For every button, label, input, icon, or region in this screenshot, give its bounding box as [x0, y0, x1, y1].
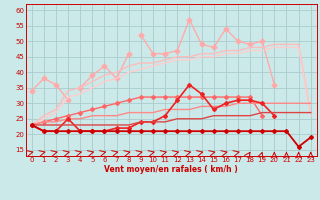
X-axis label: Vent moyen/en rafales ( km/h ): Vent moyen/en rafales ( km/h ): [104, 165, 238, 174]
